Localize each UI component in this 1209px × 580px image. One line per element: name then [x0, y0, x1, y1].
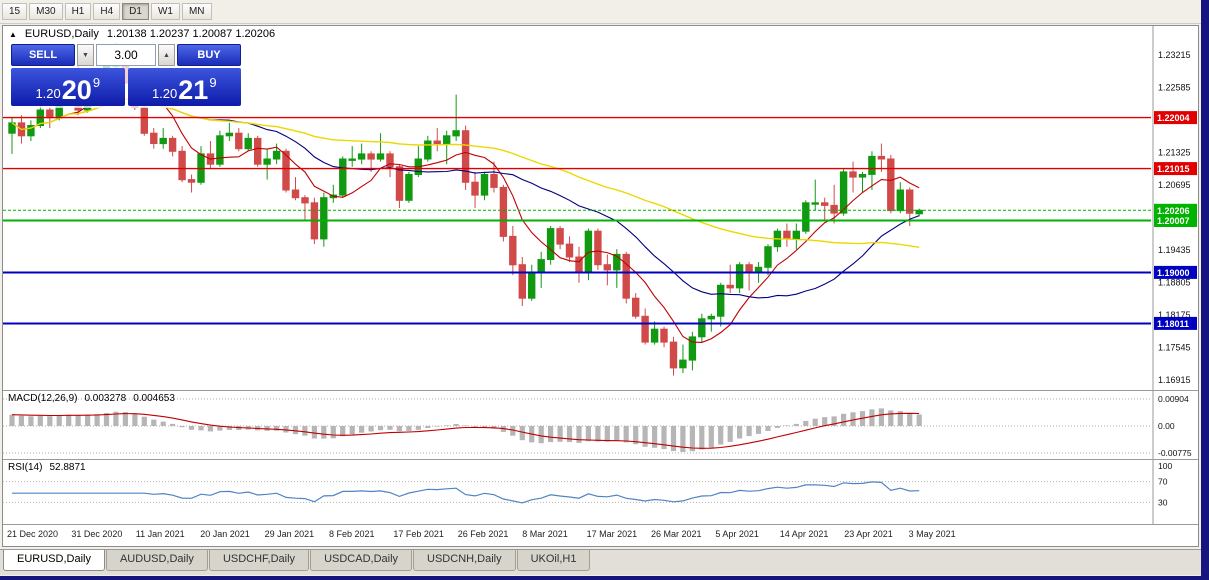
- date-label: 20 Jan 2021: [200, 529, 250, 539]
- date-label: 5 Apr 2021: [715, 529, 759, 539]
- svg-text:0.00904: 0.00904: [1158, 394, 1189, 404]
- one-click-trading-panel: SELL ▼ ▲ BUY 1.20 20 9 1.20 21 9: [9, 42, 243, 108]
- buy-button[interactable]: BUY: [177, 44, 241, 66]
- macd-name: MACD(12,26,9): [8, 393, 78, 404]
- fast-ma: [11, 81, 920, 343]
- timeframe-button-15[interactable]: 15: [2, 3, 28, 20]
- date-label: 23 Apr 2021: [844, 529, 893, 539]
- chart-tab-usdchf[interactable]: USDCHF,Daily: [208, 550, 310, 571]
- svg-text:1.21325: 1.21325: [1158, 148, 1191, 158]
- svg-text:1.19435: 1.19435: [1158, 245, 1191, 255]
- rsi-canvas: 100 70 30: [3, 460, 1172, 524]
- date-label: 8 Mar 2021: [522, 529, 568, 539]
- svg-text:1.20206: 1.20206: [1157, 206, 1190, 216]
- volume-increase-button[interactable]: ▲: [158, 44, 175, 66]
- date-label: 26 Feb 2021: [457, 529, 509, 539]
- date-label: 31 Dec 2020: [71, 529, 123, 539]
- svg-text:1.22004: 1.22004: [1157, 113, 1190, 123]
- svg-text:1.17545: 1.17545: [1158, 342, 1191, 352]
- svg-text:30: 30: [1158, 497, 1168, 507]
- ask-price-prefix: 1.20: [151, 86, 178, 101]
- chart-tab-usdcnh[interactable]: USDCNH,Daily: [413, 550, 516, 571]
- svg-text:1.21015: 1.21015: [1157, 164, 1190, 174]
- chart-window: ▲ EURUSD,Daily 1.20138 1.20237 1.20087 1…: [2, 25, 1199, 547]
- rsi-line: [12, 481, 920, 504]
- date-label: 21 Dec 2020: [7, 529, 59, 539]
- svg-text:-0.00775: -0.00775: [1158, 448, 1192, 458]
- timeframe-button-D1[interactable]: D1: [122, 3, 149, 20]
- date-label: 11 Jan 2021: [135, 529, 185, 539]
- timeframe-button-H4[interactable]: H4: [93, 3, 121, 20]
- rsi-indicator-panel: RSI(14) 52.8871 100 70 30: [3, 459, 1198, 524]
- macd-indicator-panel: MACD(12,26,9) 0.003278 0.004653 0.00904 0…: [3, 390, 1198, 459]
- volume-decrease-button[interactable]: ▼: [77, 44, 94, 66]
- date-label: 26 Mar 2021: [651, 529, 702, 539]
- date-label: 29 Jan 2021: [264, 529, 315, 539]
- timeframe-toolbar: 15 M30 H1 H4 D1 W1 MN: [0, 0, 1201, 24]
- chart-header: ▲ EURUSD,Daily 1.20138 1.20237 1.20087 1…: [9, 28, 275, 40]
- date-label: 3 May 2021: [908, 529, 956, 539]
- svg-text:1.18011: 1.18011: [1157, 319, 1189, 329]
- chevron-up-icon: ▲: [163, 51, 170, 59]
- date-axis[interactable]: 21 Dec 2020 31 Dec 2020 11 Jan 2021 20 Jan …: [3, 524, 1198, 546]
- bid-price-prefix: 1.20: [35, 86, 61, 101]
- timeframe-buttons: 15 M30 H1 H4 D1 W1 MN: [2, 3, 212, 20]
- collapse-icon[interactable]: ▲: [9, 29, 17, 39]
- chart-ohlc-values: 1.20138 1.20237 1.20087 1.20206: [106, 28, 276, 40]
- rsi-name: RSI(14): [8, 462, 43, 473]
- timeframe-button-M30[interactable]: M30: [29, 3, 63, 20]
- macd-main-value: 0.003278: [84, 393, 127, 404]
- moving-average-lines: [11, 81, 920, 343]
- horizontal-price-levels[interactable]: 1.22004 1.21015 1.20007 1.19000 1.18011 1.202…: [3, 111, 1197, 330]
- bid-price-pipette: 9: [92, 75, 101, 90]
- chevron-down-icon: ▼: [82, 51, 89, 59]
- svg-text:1.20007: 1.20007: [1157, 216, 1190, 226]
- sell-button[interactable]: SELL: [11, 44, 75, 66]
- svg-text:1.18175: 1.18175: [1158, 310, 1191, 320]
- chart-tab-eurusd[interactable]: EURUSD,Daily: [3, 550, 105, 571]
- rsi-label: RSI(14) 52.8871: [8, 462, 86, 473]
- chart-tab-bar: EURUSD,Daily AUDUSD,Daily USDCHF,Daily USDC…: [0, 549, 1201, 575]
- bid-price-display[interactable]: 1.20 20 9: [11, 68, 125, 106]
- svg-text:100: 100: [1158, 461, 1172, 471]
- macd-canvas: 0.00904 0.00 -0.00775: [3, 391, 1192, 459]
- main-chart-panel[interactable]: ▲ EURUSD,Daily 1.20138 1.20237 1.20087 1…: [3, 26, 1198, 390]
- timeframe-button-MN[interactable]: MN: [181, 3, 212, 20]
- chart-tab-ukoil[interactable]: UKOil,H1: [516, 550, 591, 571]
- svg-text:0.00: 0.00: [1158, 421, 1175, 431]
- rsi-value: 52.8871: [49, 462, 86, 473]
- timeframe-button-W1[interactable]: W1: [150, 3, 180, 20]
- timeframe-button-H1[interactable]: H1: [64, 3, 92, 20]
- macd-signal-line: [11, 412, 920, 449]
- svg-text:1.19000: 1.19000: [1157, 268, 1190, 278]
- svg-text:1.23215: 1.23215: [1158, 50, 1191, 60]
- svg-text:70: 70: [1158, 477, 1168, 487]
- date-label: 14 Apr 2021: [779, 529, 829, 539]
- chart-tab-usdcad[interactable]: USDCAD,Daily: [310, 550, 413, 571]
- chart-symbol-label: EURUSD,Daily: [24, 28, 99, 40]
- ask-price-big-digits: 21: [178, 75, 209, 106]
- svg-text:1.16915: 1.16915: [1158, 375, 1191, 385]
- date-label: 17 Feb 2021: [393, 529, 444, 539]
- svg-text:1.20695: 1.20695: [1158, 180, 1191, 190]
- ask-price-pipette: 9: [209, 75, 217, 90]
- svg-text:1.18805: 1.18805: [1158, 278, 1191, 288]
- chart-tab-audusd[interactable]: AUDUSD,Daily: [105, 550, 208, 571]
- macd-signal-value: 0.004653: [133, 393, 175, 404]
- volume-input[interactable]: [96, 44, 156, 66]
- ask-price-display[interactable]: 1.20 21 9: [127, 68, 241, 106]
- svg-text:1.22585: 1.22585: [1158, 83, 1191, 93]
- date-label: 17 Mar 2021: [586, 529, 638, 539]
- date-label: 8 Feb 2021: [329, 529, 375, 539]
- bid-price-big-digits: 20: [61, 75, 92, 106]
- macd-label: MACD(12,26,9) 0.003278 0.004653: [8, 393, 175, 404]
